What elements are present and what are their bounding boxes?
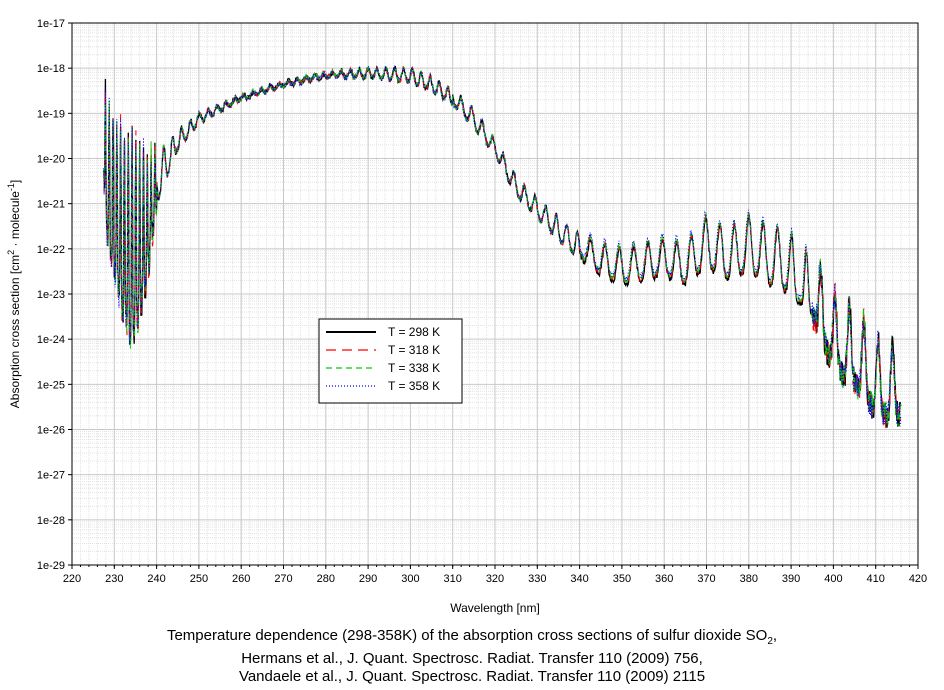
- y-label-sup-2: -1: [6, 183, 16, 191]
- caption-subscript: 2: [767, 636, 773, 647]
- legend-label-2: T = 318 K: [388, 343, 440, 357]
- legend-label-3: T = 338 K: [388, 361, 440, 375]
- x-tick-label: 220: [63, 573, 81, 585]
- y-tick-label: 1e-24: [37, 334, 65, 346]
- series-lines: [103, 64, 902, 429]
- x-tick-label: 330: [528, 573, 546, 585]
- x-tick-label: 320: [486, 573, 504, 585]
- y-label-part-2: · molecule: [8, 191, 22, 250]
- y-tick-label: 1e-18: [37, 63, 65, 75]
- y-tick-label: 1e-21: [37, 199, 65, 211]
- y-axis-label: Absorption cross section [cm2 · molecule…: [6, 180, 22, 408]
- caption-line-1: Temperature dependence (298-358K) of the…: [0, 627, 944, 647]
- x-tick-label: 230: [105, 573, 123, 585]
- y-tick-label: 1e-27: [37, 470, 65, 482]
- y-tick-label: 1e-26: [37, 425, 65, 437]
- series-line-4: [103, 65, 902, 427]
- x-tick-label: 340: [570, 573, 588, 585]
- y-axis: 1e-29 1e-28 1e-27 1e-26 1e-25 1e-24 1e-23 1e-22…: [37, 18, 72, 572]
- chart-background: [0, 0, 944, 630]
- x-tick-label: 260: [232, 573, 250, 585]
- y-tick-label: 1e-28: [37, 515, 65, 527]
- x-tick-label: 270: [274, 573, 292, 585]
- y-label-sup-1: 2: [6, 250, 16, 255]
- chart: 220 230 240 250 260 270 280 290 300 310 320 330 340 3…: [0, 0, 944, 630]
- caption-line-1-end: ,: [772, 627, 778, 644]
- x-axis: 220 230 240 250 260 270 280 290 300 310 320 330 340 3…: [63, 565, 927, 585]
- x-tick-label: 380: [740, 573, 758, 585]
- x-tick-label: 350: [613, 573, 631, 585]
- y-tick-label: 1e-25: [37, 379, 65, 391]
- legend-label-4: T = 358 K: [388, 379, 440, 393]
- x-tick-label: 390: [782, 573, 800, 585]
- y-label-part-3: ]: [8, 180, 22, 183]
- y-tick-label: 1e-22: [37, 244, 65, 256]
- y-tick-label: 1e-29: [37, 560, 65, 572]
- x-tick-label: 250: [190, 573, 208, 585]
- caption-line-1-text: Temperature dependence (298-358K) of the…: [166, 627, 768, 644]
- x-tick-label: 300: [401, 573, 419, 585]
- x-tick-label: 310: [444, 573, 462, 585]
- x-tick-label: 370: [697, 573, 715, 585]
- caption-line-2: Hermans et al., J. Quant. Spectrosc. Rad…: [241, 650, 703, 667]
- x-tick-label: 280: [317, 573, 335, 585]
- x-tick-label: 400: [824, 573, 842, 585]
- y-tick-label: 1e-17: [37, 18, 65, 30]
- x-tick-label: 240: [147, 573, 165, 585]
- x-tick-label: 290: [359, 573, 377, 585]
- x-tick-label: 360: [655, 573, 673, 585]
- major-grid: [71, 23, 919, 566]
- y-label-part-1: Absorption cross section [cm: [8, 255, 22, 408]
- x-tick-label: 420: [909, 573, 927, 585]
- x-axis-label: Wavelength [nm]: [450, 601, 540, 615]
- legend: T = 298 K T = 318 K T = 338 K T = 358 K: [318, 318, 463, 404]
- caption-line-3: Vandaele et al., J. Quant. Spectrosc. Ra…: [238, 668, 706, 685]
- y-tick-label: 1e-19: [37, 108, 65, 120]
- y-tick-label: 1e-20: [37, 154, 65, 166]
- y-tick-label: 1e-23: [37, 289, 65, 301]
- legend-label-1: T = 298 K: [388, 325, 440, 339]
- x-tick-label: 410: [867, 573, 885, 585]
